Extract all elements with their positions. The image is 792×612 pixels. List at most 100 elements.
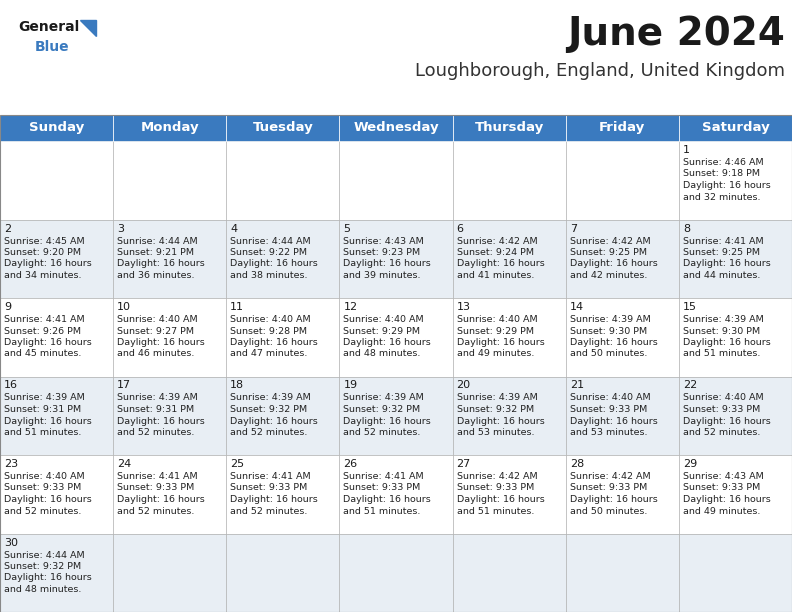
Text: Sunset: 9:33 PM: Sunset: 9:33 PM bbox=[683, 483, 760, 493]
Text: June 2024: June 2024 bbox=[567, 15, 785, 53]
Text: 15: 15 bbox=[683, 302, 697, 312]
Text: and 52 minutes.: and 52 minutes. bbox=[117, 507, 195, 515]
Text: Sunset: 9:27 PM: Sunset: 9:27 PM bbox=[117, 326, 194, 335]
Text: 9: 9 bbox=[4, 302, 11, 312]
Text: Sunset: 9:25 PM: Sunset: 9:25 PM bbox=[569, 248, 647, 257]
Text: and 42 minutes.: and 42 minutes. bbox=[569, 271, 647, 280]
Text: Sunrise: 4:40 AM: Sunrise: 4:40 AM bbox=[4, 472, 85, 481]
Bar bbox=[113, 115, 227, 141]
Text: and 50 minutes.: and 50 minutes. bbox=[569, 349, 647, 359]
Text: Daylight: 16 hours: Daylight: 16 hours bbox=[344, 495, 431, 504]
Text: Sunset: 9:31 PM: Sunset: 9:31 PM bbox=[117, 405, 194, 414]
Text: Daylight: 16 hours: Daylight: 16 hours bbox=[456, 417, 544, 425]
Bar bbox=[565, 376, 679, 455]
Bar bbox=[0, 534, 113, 612]
Bar bbox=[227, 220, 340, 298]
Text: 25: 25 bbox=[230, 459, 245, 469]
Bar bbox=[679, 534, 792, 612]
Bar bbox=[0, 298, 113, 376]
Bar bbox=[452, 141, 565, 220]
Text: Sunrise: 4:40 AM: Sunrise: 4:40 AM bbox=[683, 394, 763, 403]
Text: and 32 minutes.: and 32 minutes. bbox=[683, 193, 760, 201]
Text: and 44 minutes.: and 44 minutes. bbox=[683, 271, 760, 280]
Bar bbox=[679, 455, 792, 534]
Text: Tuesday: Tuesday bbox=[253, 122, 313, 135]
Text: Daylight: 16 hours: Daylight: 16 hours bbox=[683, 181, 771, 190]
Text: Monday: Monday bbox=[140, 122, 199, 135]
Text: and 38 minutes.: and 38 minutes. bbox=[230, 271, 308, 280]
Text: Sunrise: 4:45 AM: Sunrise: 4:45 AM bbox=[4, 236, 85, 245]
Text: Daylight: 16 hours: Daylight: 16 hours bbox=[456, 338, 544, 347]
Text: 17: 17 bbox=[117, 381, 131, 390]
Text: 28: 28 bbox=[569, 459, 584, 469]
Text: Sunrise: 4:39 AM: Sunrise: 4:39 AM bbox=[683, 315, 763, 324]
Text: and 51 minutes.: and 51 minutes. bbox=[344, 507, 421, 515]
Text: Sunrise: 4:39 AM: Sunrise: 4:39 AM bbox=[117, 394, 198, 403]
Text: Sunrise: 4:43 AM: Sunrise: 4:43 AM bbox=[344, 236, 425, 245]
Text: and 47 minutes.: and 47 minutes. bbox=[230, 349, 307, 359]
Text: 21: 21 bbox=[569, 381, 584, 390]
Text: and 39 minutes.: and 39 minutes. bbox=[344, 271, 421, 280]
Text: and 49 minutes.: and 49 minutes. bbox=[683, 507, 760, 515]
Text: Daylight: 16 hours: Daylight: 16 hours bbox=[4, 259, 92, 269]
Text: Sunset: 9:32 PM: Sunset: 9:32 PM bbox=[456, 405, 534, 414]
Text: Sunday: Sunday bbox=[29, 122, 84, 135]
Text: Daylight: 16 hours: Daylight: 16 hours bbox=[230, 417, 318, 425]
Text: 2: 2 bbox=[4, 223, 11, 234]
Text: Sunrise: 4:42 AM: Sunrise: 4:42 AM bbox=[569, 472, 650, 481]
Text: Blue: Blue bbox=[35, 40, 70, 54]
Text: 14: 14 bbox=[569, 302, 584, 312]
Text: 24: 24 bbox=[117, 459, 131, 469]
Text: and 52 minutes.: and 52 minutes. bbox=[230, 428, 307, 437]
Text: Daylight: 16 hours: Daylight: 16 hours bbox=[683, 259, 771, 269]
Text: Daylight: 16 hours: Daylight: 16 hours bbox=[230, 338, 318, 347]
Bar bbox=[340, 376, 452, 455]
Bar bbox=[340, 534, 452, 612]
Text: 11: 11 bbox=[230, 302, 244, 312]
Text: Sunrise: 4:43 AM: Sunrise: 4:43 AM bbox=[683, 472, 763, 481]
Bar bbox=[565, 455, 679, 534]
Text: and 50 minutes.: and 50 minutes. bbox=[569, 507, 647, 515]
Text: Sunset: 9:30 PM: Sunset: 9:30 PM bbox=[683, 326, 760, 335]
Bar bbox=[113, 141, 227, 220]
Text: Daylight: 16 hours: Daylight: 16 hours bbox=[117, 495, 205, 504]
Text: Sunset: 9:32 PM: Sunset: 9:32 PM bbox=[4, 562, 81, 571]
Text: Sunrise: 4:41 AM: Sunrise: 4:41 AM bbox=[683, 236, 763, 245]
Text: 13: 13 bbox=[456, 302, 470, 312]
Bar bbox=[452, 455, 565, 534]
Text: Daylight: 16 hours: Daylight: 16 hours bbox=[569, 338, 657, 347]
Text: Daylight: 16 hours: Daylight: 16 hours bbox=[569, 495, 657, 504]
Text: Daylight: 16 hours: Daylight: 16 hours bbox=[4, 417, 92, 425]
Text: Sunset: 9:24 PM: Sunset: 9:24 PM bbox=[456, 248, 534, 257]
Text: Sunset: 9:32 PM: Sunset: 9:32 PM bbox=[344, 405, 421, 414]
Bar bbox=[452, 534, 565, 612]
Bar bbox=[0, 376, 113, 455]
Text: Daylight: 16 hours: Daylight: 16 hours bbox=[4, 495, 92, 504]
Text: Sunset: 9:29 PM: Sunset: 9:29 PM bbox=[456, 326, 534, 335]
Bar bbox=[0, 141, 113, 220]
Text: Sunset: 9:28 PM: Sunset: 9:28 PM bbox=[230, 326, 307, 335]
Text: Daylight: 16 hours: Daylight: 16 hours bbox=[683, 338, 771, 347]
Text: Sunset: 9:30 PM: Sunset: 9:30 PM bbox=[569, 326, 647, 335]
Text: 22: 22 bbox=[683, 381, 697, 390]
Text: Sunset: 9:31 PM: Sunset: 9:31 PM bbox=[4, 405, 81, 414]
Text: and 52 minutes.: and 52 minutes. bbox=[344, 428, 421, 437]
Bar bbox=[227, 298, 340, 376]
Text: 12: 12 bbox=[344, 302, 357, 312]
Text: 18: 18 bbox=[230, 381, 245, 390]
Text: Sunrise: 4:42 AM: Sunrise: 4:42 AM bbox=[569, 236, 650, 245]
Bar bbox=[340, 141, 452, 220]
Text: Wednesday: Wednesday bbox=[353, 122, 439, 135]
Bar bbox=[679, 298, 792, 376]
Text: 26: 26 bbox=[344, 459, 357, 469]
Text: 27: 27 bbox=[456, 459, 470, 469]
Text: Sunset: 9:33 PM: Sunset: 9:33 PM bbox=[569, 483, 647, 493]
Text: Sunset: 9:18 PM: Sunset: 9:18 PM bbox=[683, 170, 760, 179]
Bar bbox=[452, 115, 565, 141]
Text: Sunset: 9:33 PM: Sunset: 9:33 PM bbox=[569, 405, 647, 414]
Text: Sunset: 9:33 PM: Sunset: 9:33 PM bbox=[4, 483, 82, 493]
Bar bbox=[227, 376, 340, 455]
Text: Daylight: 16 hours: Daylight: 16 hours bbox=[344, 417, 431, 425]
Text: Sunset: 9:33 PM: Sunset: 9:33 PM bbox=[344, 483, 421, 493]
Text: Sunset: 9:26 PM: Sunset: 9:26 PM bbox=[4, 326, 81, 335]
